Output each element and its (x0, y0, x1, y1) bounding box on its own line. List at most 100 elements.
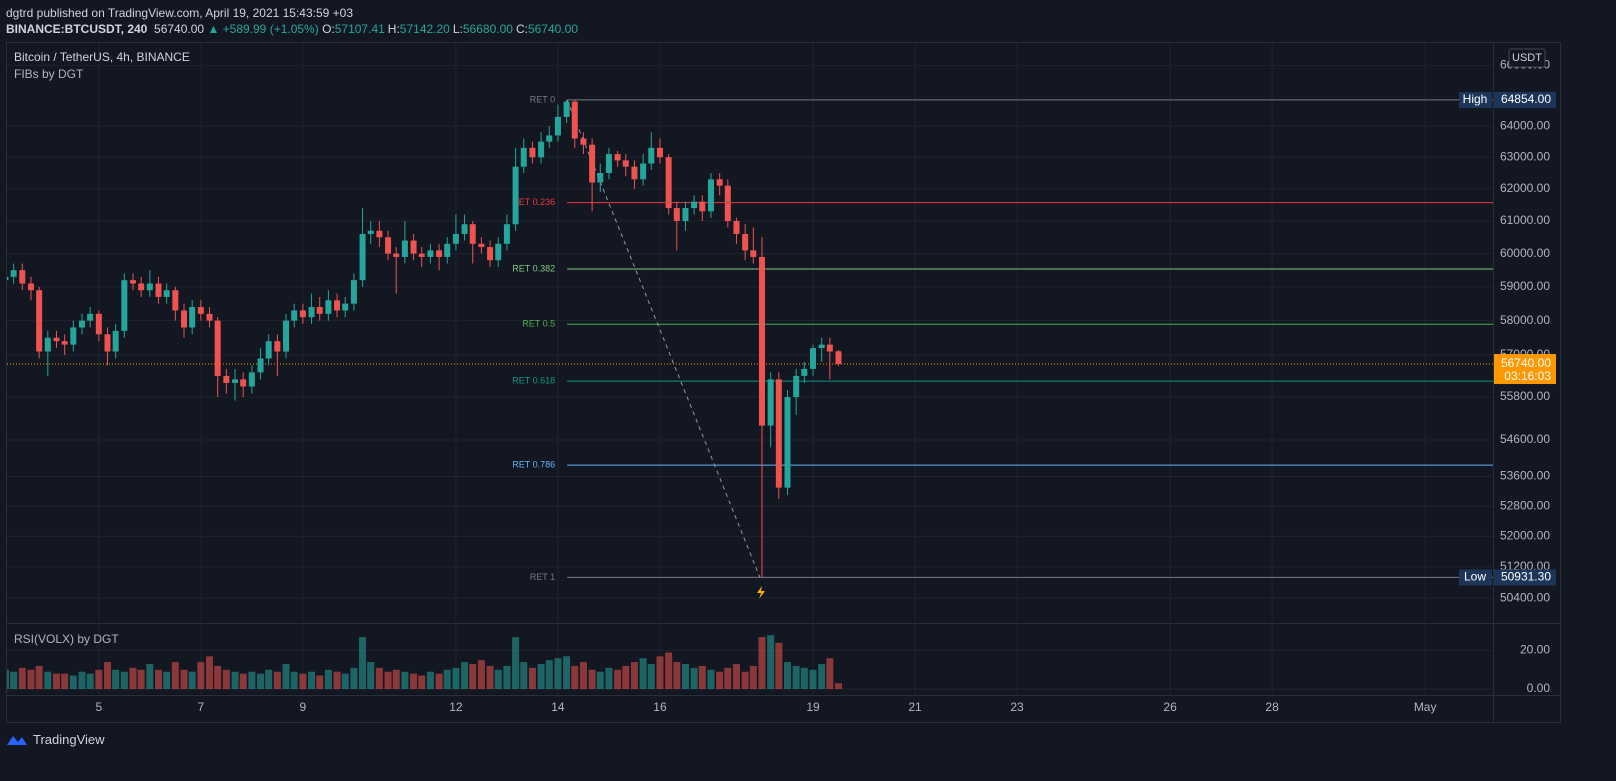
candle-body (793, 375, 800, 398)
candle-body (61, 341, 68, 345)
volume-bar (367, 662, 375, 690)
x-tick-label: 12 (449, 700, 463, 714)
volume-bar (571, 665, 579, 690)
volume-bar (197, 662, 205, 690)
volume-bar (605, 667, 613, 690)
candle-body (835, 351, 842, 365)
candle-body (546, 135, 553, 142)
candle-body (274, 341, 281, 352)
volume-bar (469, 664, 477, 690)
candle-body (401, 240, 408, 257)
volume-bar (800, 667, 808, 690)
volume-bar (435, 673, 443, 690)
volume-bar (452, 667, 460, 690)
candle-body (656, 147, 663, 158)
candle-body (240, 379, 247, 387)
volume-bar (818, 664, 826, 690)
volume-bar (316, 675, 324, 690)
volume-bar (673, 662, 681, 690)
candle-body (367, 230, 374, 234)
candle-body (265, 341, 272, 359)
candle-body (758, 256, 765, 426)
candle-body (614, 154, 621, 161)
candle-body (801, 368, 808, 376)
candle-body (478, 243, 485, 248)
y-tick-label: 64000.00 (1500, 118, 1550, 132)
volume-bar (239, 673, 247, 690)
candle-body (461, 224, 468, 234)
volume-bar (707, 669, 715, 690)
candle-body (87, 313, 94, 321)
candle-body (342, 303, 349, 311)
candle-body (70, 327, 77, 345)
candle-body (605, 154, 612, 173)
volume-bar (554, 658, 562, 690)
candle-body (27, 283, 34, 291)
last-price: 56740.00 (1501, 356, 1551, 370)
volume-bar (622, 665, 630, 690)
x-tick-label: 14 (551, 700, 565, 714)
ohlc-key: L: (452, 22, 463, 36)
y-tick-label: 53600.00 (1500, 469, 1550, 483)
ohlc-value: 57142.20 (399, 22, 450, 36)
x-tick-label: May (1414, 700, 1437, 714)
volume-bar (528, 667, 536, 690)
volume-bar (596, 671, 604, 690)
volume-bar (112, 669, 120, 690)
volume-bar (273, 671, 281, 690)
candle-body (181, 310, 188, 328)
candle-body (299, 310, 306, 318)
brand[interactable]: TradingView (6, 732, 105, 747)
candle-body (784, 397, 791, 488)
volume-bar (724, 667, 732, 690)
volume-bar (86, 673, 94, 690)
volume-bar (290, 671, 298, 690)
candle-body (750, 250, 757, 257)
currency[interactable]: USDT (1512, 52, 1542, 64)
candle-body (724, 185, 731, 221)
volume-bar (248, 671, 256, 690)
volume-bar (384, 671, 392, 690)
fib-tag: Low (1464, 570, 1486, 584)
x-tick-label: 5 (95, 700, 102, 714)
volume-bar (78, 671, 86, 690)
candle-body (818, 344, 825, 349)
volume-bar (537, 664, 545, 690)
volume-bar (410, 673, 418, 690)
volume-bar (350, 667, 358, 690)
volume-bar (392, 669, 400, 690)
volume-bar (308, 671, 316, 690)
candle-body (691, 201, 698, 209)
candle-body (138, 283, 145, 291)
fib-tag-box (1459, 569, 1492, 586)
indicator-title: FIBs by DGT (14, 67, 84, 81)
candle-body (291, 310, 298, 321)
y-tick-label: 50400.00 (1500, 590, 1550, 604)
candle-body (589, 144, 596, 183)
fib-label: RET 0.236 (512, 197, 555, 207)
currency-box[interactable] (1508, 48, 1546, 68)
candle-body (163, 290, 170, 297)
volume-bar (545, 660, 553, 690)
candle-body (10, 270, 17, 277)
candle-body (767, 379, 774, 426)
volume-bar (10, 671, 18, 690)
candle-body (172, 290, 179, 311)
fib-label: RET 0.786 (512, 459, 555, 469)
volume-bar (359, 637, 367, 690)
volume-bar (494, 669, 502, 690)
candle-body (334, 300, 341, 311)
ohlc-value: 57107.41 (334, 22, 385, 36)
last-price-box (1494, 354, 1556, 385)
candle-body (538, 141, 545, 158)
volume-bar (137, 669, 145, 690)
symbol: BINANCE:BTCUSDT, 240 (6, 22, 148, 36)
volume-bar (299, 673, 307, 690)
volume-title: RSI(VOLX) by DGT (14, 632, 119, 646)
x-tick-label: 19 (806, 700, 820, 714)
candle-body (622, 160, 629, 167)
volume-bar (690, 667, 698, 690)
candle-body (640, 163, 647, 180)
volume-bar (503, 665, 511, 690)
volume-bar (401, 671, 409, 690)
